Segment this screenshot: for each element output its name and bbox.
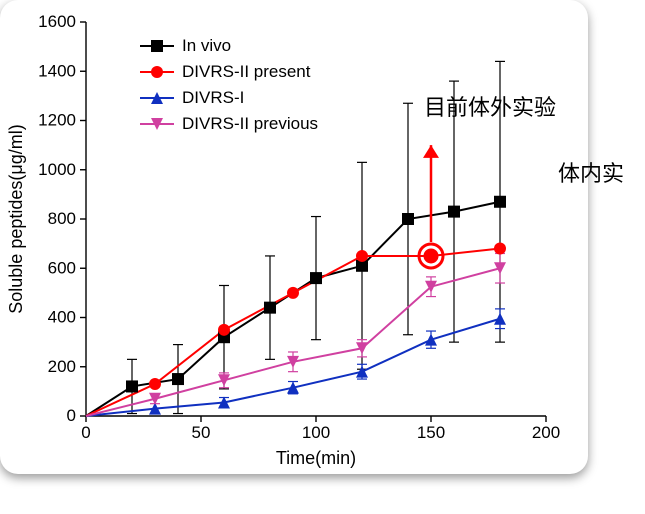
svg-text:0: 0 bbox=[81, 423, 90, 442]
svg-text:In vivo: In vivo bbox=[182, 36, 231, 55]
svg-text:1400: 1400 bbox=[38, 61, 76, 80]
svg-text:Soluble peptides(μg/ml): Soluble peptides(μg/ml) bbox=[6, 124, 26, 313]
svg-text:DIVRS-II previous: DIVRS-II previous bbox=[182, 114, 318, 133]
svg-text:1200: 1200 bbox=[38, 111, 76, 130]
svg-text:200: 200 bbox=[532, 423, 560, 442]
svg-text:1600: 1600 bbox=[38, 12, 76, 31]
svg-text:200: 200 bbox=[48, 357, 76, 376]
svg-text:0: 0 bbox=[67, 406, 76, 425]
svg-text:DIVRS-I: DIVRS-I bbox=[182, 88, 244, 107]
svg-text:800: 800 bbox=[48, 209, 76, 228]
svg-text:50: 50 bbox=[192, 423, 211, 442]
svg-text:Time(min): Time(min) bbox=[276, 448, 356, 468]
svg-text:600: 600 bbox=[48, 258, 76, 277]
annotation-label-2: 体内实 bbox=[558, 156, 624, 188]
svg-text:1000: 1000 bbox=[38, 160, 76, 179]
annotation-label-1: 目前体外实验 bbox=[424, 90, 556, 122]
svg-text:DIVRS-II present: DIVRS-II present bbox=[182, 62, 311, 81]
svg-text:100: 100 bbox=[302, 423, 330, 442]
line-chart: 0 200 400 600 800 1000 1200 1400 1600 0 50 100 150 20… bbox=[0, 0, 645, 514]
svg-text:400: 400 bbox=[48, 308, 76, 327]
svg-text:150: 150 bbox=[417, 423, 445, 442]
canvas: 0 200 400 600 800 1000 1200 1400 1600 0 50 100 150 20… bbox=[0, 0, 645, 514]
